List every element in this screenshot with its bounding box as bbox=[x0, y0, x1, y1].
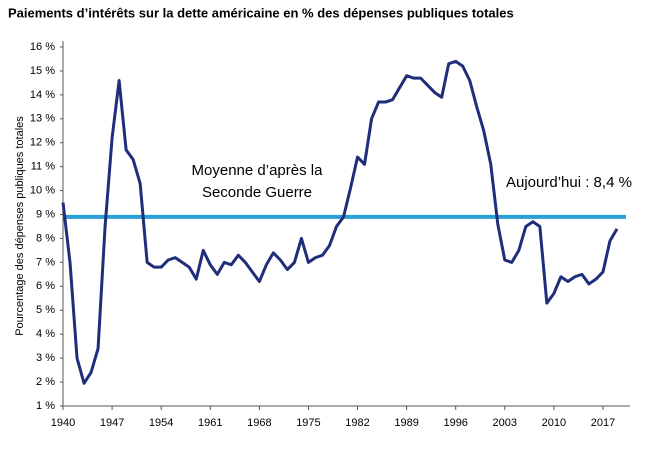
x-tick-label: 1996 bbox=[443, 417, 467, 429]
x-tick-label: 2017 bbox=[591, 417, 615, 429]
y-tick-label: 10 % bbox=[30, 185, 55, 197]
y-tick-label: 16 % bbox=[30, 41, 55, 53]
y-tick-label: 7 % bbox=[36, 256, 55, 268]
reference-label: Seconde Guerre bbox=[202, 184, 312, 201]
x-tick-label: 1989 bbox=[394, 417, 418, 429]
x-tick-label: 1940 bbox=[51, 417, 75, 429]
y-tick-label: 11 % bbox=[31, 161, 55, 173]
y-tick-label: 2 % bbox=[36, 376, 55, 388]
x-tick-label: 1947 bbox=[100, 417, 124, 429]
chart-title: Paiements d’intérêts sur la dette améric… bbox=[8, 5, 514, 20]
y-tick-label: 5 % bbox=[36, 304, 55, 316]
y-axis-label: Pourcentage des dépenses publiques total… bbox=[14, 116, 26, 336]
annotation: Aujourd’hui : 8,4 % bbox=[506, 174, 632, 191]
y-tick-label: 1 % bbox=[36, 400, 55, 412]
reference-label: Moyenne d’après la bbox=[192, 162, 324, 179]
x-tick-label: 1954 bbox=[149, 417, 173, 429]
data-line bbox=[61, 59, 619, 385]
x-tick-label: 2003 bbox=[493, 417, 517, 429]
y-tick-label: 6 % bbox=[36, 280, 55, 292]
x-tick-label: 2010 bbox=[542, 417, 566, 429]
y-tick-label: 12 % bbox=[30, 137, 55, 149]
y-tick-label: 15 % bbox=[30, 65, 55, 77]
x-tick-label: 1961 bbox=[198, 417, 222, 429]
y-tick-label: 8 % bbox=[36, 232, 55, 244]
y-tick-label: 9 % bbox=[36, 208, 55, 220]
y-tick-label: 13 % bbox=[30, 113, 55, 125]
y-tick-label: 3 % bbox=[36, 352, 55, 364]
x-tick-label: 1968 bbox=[247, 417, 271, 429]
y-tick-label: 4 % bbox=[36, 328, 55, 340]
x-tick-label: 1975 bbox=[296, 417, 320, 429]
x-tick-label: 1982 bbox=[345, 417, 369, 429]
y-tick-label: 14 % bbox=[30, 89, 55, 101]
